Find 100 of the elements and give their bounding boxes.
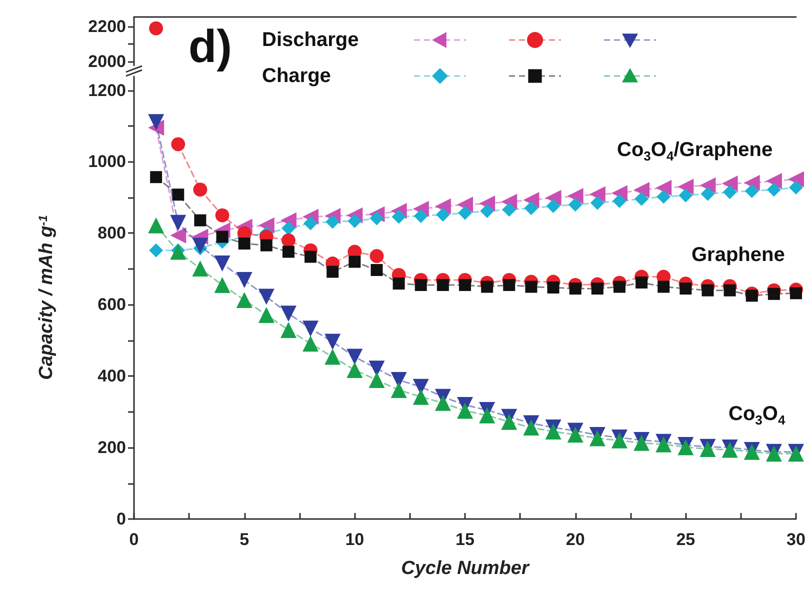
point xyxy=(790,287,802,300)
point xyxy=(501,414,518,430)
point xyxy=(480,204,494,218)
point xyxy=(634,192,649,206)
point xyxy=(569,282,582,295)
point xyxy=(194,214,206,226)
point xyxy=(744,184,759,198)
annotation: Co$_{3}$O$_{4}$/Graphene xyxy=(617,138,773,164)
point xyxy=(678,188,693,202)
point xyxy=(392,278,405,290)
point xyxy=(457,196,473,213)
point xyxy=(348,214,362,228)
x-tick-label: 25 xyxy=(676,530,696,549)
point xyxy=(700,186,715,201)
annotation: Graphene xyxy=(692,244,785,266)
point xyxy=(434,198,451,214)
point xyxy=(260,239,272,252)
x-tick-label: 0 xyxy=(129,530,139,549)
point xyxy=(302,320,319,337)
point xyxy=(434,394,451,411)
y-tick-label: 200 xyxy=(98,438,126,458)
x-axis-title: Cycle Number xyxy=(401,558,530,579)
annotation: Charge xyxy=(262,64,331,88)
y-tick-label: 800 xyxy=(98,224,126,243)
point xyxy=(502,202,516,217)
point xyxy=(766,173,782,190)
point xyxy=(589,186,606,202)
y-tick-label: 1200 xyxy=(88,80,126,100)
x-tick-label: 15 xyxy=(456,530,474,549)
point xyxy=(236,272,252,288)
point xyxy=(589,430,606,446)
point xyxy=(148,114,164,130)
point xyxy=(280,322,296,338)
point xyxy=(170,214,186,231)
point xyxy=(722,185,737,200)
point xyxy=(326,214,340,229)
point xyxy=(591,282,604,295)
point xyxy=(192,238,208,254)
x-tick-label: 20 xyxy=(566,530,585,549)
y-tick-label: 0 xyxy=(116,510,126,528)
point xyxy=(524,201,538,216)
point xyxy=(590,196,604,210)
point xyxy=(172,188,184,201)
point xyxy=(700,177,716,194)
point xyxy=(281,221,296,236)
point xyxy=(304,250,317,263)
point xyxy=(457,402,473,419)
point xyxy=(612,194,626,208)
point xyxy=(567,188,584,204)
point xyxy=(656,180,672,196)
point xyxy=(258,307,274,324)
x-tick-label: 10 xyxy=(345,530,364,549)
annotation: Discharge xyxy=(262,28,359,52)
x-tick-label: 30 xyxy=(786,530,806,549)
point xyxy=(458,206,472,220)
point xyxy=(545,190,562,206)
annotation: Co$_{3}$O$_{4}$ xyxy=(728,402,786,428)
point xyxy=(503,278,516,291)
point xyxy=(546,199,560,214)
x-tick-label: 5 xyxy=(240,530,250,549)
point xyxy=(214,276,230,293)
point xyxy=(436,208,450,222)
point xyxy=(150,171,162,184)
point xyxy=(567,426,584,443)
point xyxy=(192,260,208,277)
point xyxy=(680,282,692,295)
point xyxy=(547,281,560,294)
point xyxy=(789,180,803,194)
point xyxy=(479,407,496,424)
point xyxy=(744,174,760,191)
point xyxy=(392,210,406,224)
point xyxy=(459,278,471,291)
point xyxy=(545,423,562,440)
point xyxy=(634,182,650,198)
point xyxy=(658,280,670,293)
point xyxy=(481,280,494,293)
point xyxy=(724,284,736,296)
point xyxy=(324,348,341,365)
y-tick-label: 1000 xyxy=(88,152,126,172)
annotation: d) xyxy=(188,19,232,73)
point xyxy=(281,233,296,248)
point xyxy=(722,176,738,192)
point xyxy=(258,288,274,305)
point xyxy=(370,211,384,226)
point xyxy=(436,278,449,291)
point xyxy=(370,264,383,276)
point xyxy=(412,388,429,405)
point xyxy=(149,243,164,258)
point xyxy=(302,336,319,352)
point xyxy=(390,382,407,398)
point xyxy=(746,290,758,302)
y-tick-label: 600 xyxy=(98,295,126,314)
point xyxy=(215,208,230,222)
point xyxy=(348,256,361,268)
point xyxy=(324,334,341,350)
y-axis-title: Capacity / mAh g-1 xyxy=(36,214,57,380)
point xyxy=(346,362,363,378)
point xyxy=(768,288,780,300)
point xyxy=(523,420,540,436)
y-tick-label: 2200 xyxy=(88,17,126,36)
